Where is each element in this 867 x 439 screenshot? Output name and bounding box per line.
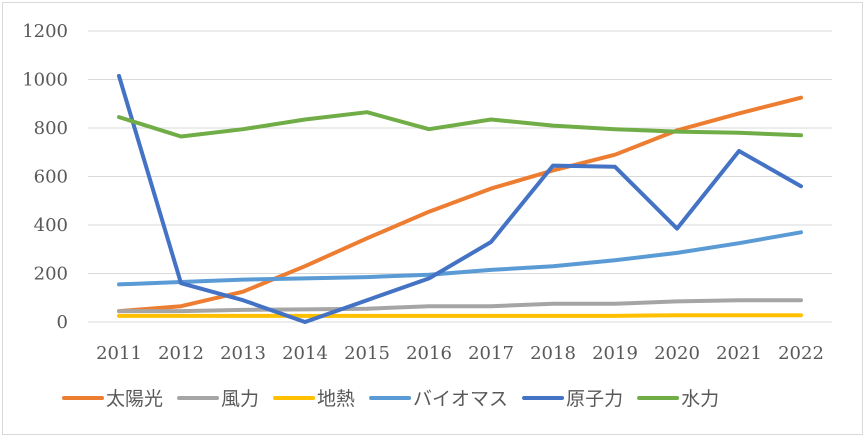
x-tick-label: 2018 xyxy=(530,343,576,364)
series-line xyxy=(117,95,803,314)
x-tick-label: 2019 xyxy=(592,343,638,364)
y-axis-tick-labels: 0 200 400 600 800 1000 1200 xyxy=(22,21,68,333)
legend-entry: 風力 xyxy=(221,388,259,410)
y-tick-label: 1000 xyxy=(22,70,68,91)
series-line xyxy=(117,110,803,139)
x-tick-label: 2014 xyxy=(282,343,328,364)
series-line xyxy=(117,230,803,287)
y-tick-label: 600 xyxy=(34,167,68,188)
x-tick-label: 2021 xyxy=(716,343,762,364)
y-tick-label: 1200 xyxy=(22,21,68,42)
y-tick-label: 0 xyxy=(57,312,68,333)
series-line xyxy=(117,73,803,324)
x-tick-label: 2013 xyxy=(220,343,266,364)
x-tick-label: 2012 xyxy=(158,343,204,364)
series-lines xyxy=(117,73,803,324)
x-tick-label: 2011 xyxy=(96,343,142,364)
chart-area xyxy=(2,2,863,435)
legend-entry: 太陽光 xyxy=(106,388,163,410)
gridlines xyxy=(88,30,832,323)
x-axis-tick-labels: 2011 2012 2013 2014 2015 2016 2017 2018 2019 2020… xyxy=(96,343,824,364)
legend: 太陽光 風力 地熱 バイオマス 原子力 水力 xyxy=(62,388,719,410)
legend-entry: 水力 xyxy=(681,388,719,410)
y-tick-label: 400 xyxy=(34,215,68,236)
x-tick-label: 2016 xyxy=(406,343,452,364)
series-line xyxy=(117,298,803,314)
legend-entry: バイオマス xyxy=(413,388,508,410)
legend-entry: 原子力 xyxy=(566,388,623,410)
x-tick-label: 2017 xyxy=(468,343,514,364)
series-line xyxy=(117,313,803,318)
legend-entry: 地熱 xyxy=(317,388,355,410)
x-tick-label: 2022 xyxy=(778,343,824,364)
x-tick-label: 2020 xyxy=(654,343,700,364)
y-tick-label: 800 xyxy=(34,118,68,139)
x-tick-label: 2015 xyxy=(344,343,390,364)
y-tick-label: 200 xyxy=(34,264,68,285)
